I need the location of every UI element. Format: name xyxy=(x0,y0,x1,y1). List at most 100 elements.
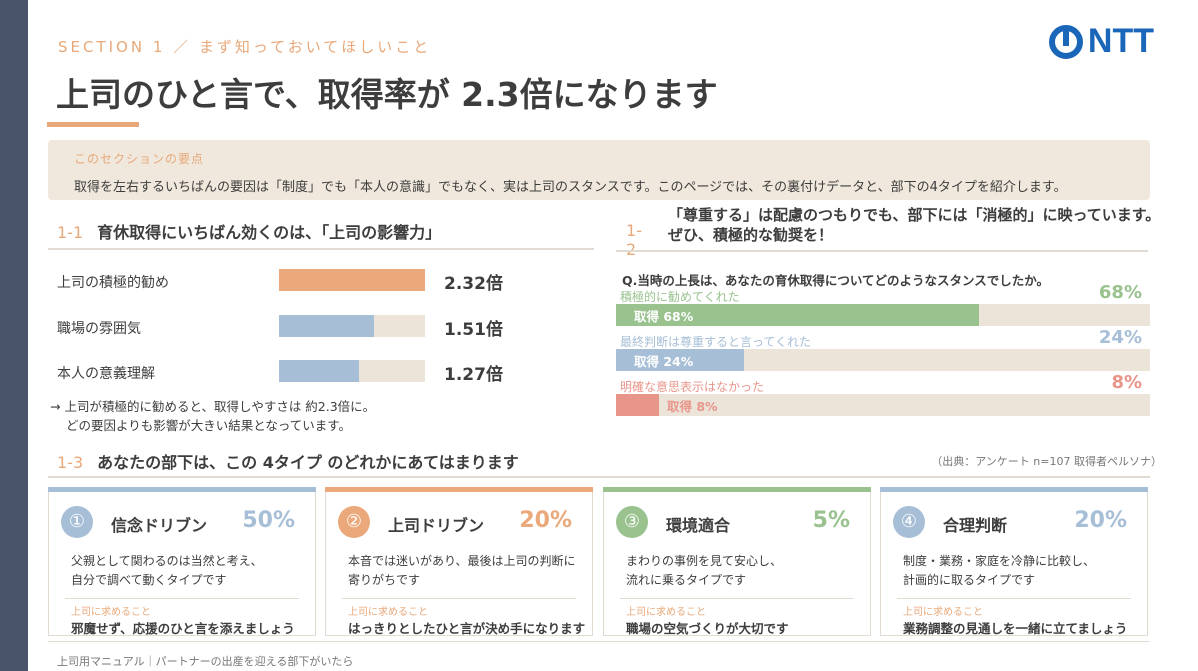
stance-label: 積極的に勧めてくれた xyxy=(620,290,740,304)
stance-bar-label: 取得 8% xyxy=(667,399,718,414)
ntt-logo-text: NTT xyxy=(1087,22,1154,60)
card-percent: 20% xyxy=(1074,508,1127,533)
section-1-2-divider xyxy=(616,250,1148,252)
persona-card: ① 信念ドリブン 50% 父親として関わるのは当然と考え、 自分で調べて動くタイ… xyxy=(48,487,316,636)
factor-bar-row: 職場の雰囲気 1.51倍 xyxy=(57,315,597,340)
card-title: 上司ドリブン xyxy=(388,516,485,535)
card-accent-bar xyxy=(48,487,316,492)
card-description: まわりの事例を見て安心し、 流れに乗るタイプです xyxy=(626,552,782,590)
card-description-line: まわりの事例を見て安心し、 xyxy=(626,554,783,568)
card-title: 信念ドリブン xyxy=(111,516,208,535)
source-note: （出典：アンケート n=107 取得者ペルソナ） xyxy=(931,455,1162,468)
page-title: 上司のひと言で、取得率が 2.3倍になります xyxy=(56,75,718,114)
factor-value: 2.32倍 xyxy=(444,274,503,294)
card-accent-bar xyxy=(325,487,593,492)
card-request-label: 上司に求めること xyxy=(626,607,706,618)
card-description-line: 寄りがちです xyxy=(348,573,421,587)
card-description-line: 制度・業務・家庭を冷静に比較し、 xyxy=(903,554,1096,568)
ntt-logo: NTT xyxy=(1048,22,1154,61)
card-number-badge: ③ xyxy=(616,506,648,538)
card-request-message: 業務調整の見通しを一緒に立てましょう xyxy=(903,621,1128,636)
factor-value: 1.51倍 xyxy=(444,320,503,340)
card-percent: 50% xyxy=(242,508,295,533)
card-description: 本音では迷いがあり、最後は上司の判断に 寄りがちです xyxy=(348,552,576,590)
factor-bar-row: 上司の積極的勧め 2.32倍 xyxy=(57,269,597,294)
section-eyebrow: SECTION 1 ／ まず知っておいてほしいこと xyxy=(58,38,432,56)
card-percent: 20% xyxy=(519,508,572,533)
stance-bar-label: 取得 68% xyxy=(634,309,694,324)
factor-bar-track xyxy=(279,315,425,337)
factor-bar-fill xyxy=(279,269,425,291)
card-request-message: 職場の空気づくりが大切です xyxy=(626,621,789,636)
factor-bar-row: 本人の意義理解 1.27倍 xyxy=(57,360,597,385)
factor-bar-fill xyxy=(279,315,374,337)
card-accent-bar xyxy=(603,487,871,492)
section-1-3-heading: 1-3 あなたの部下は、この 4タイプ のどれかにあてはまります xyxy=(57,449,519,473)
factor-label: 職場の雰囲気 xyxy=(57,321,141,337)
stance-bar-track: 取得 8% xyxy=(616,394,1150,416)
card-title: 合理判断 xyxy=(943,516,1008,535)
stance-bar-track: 取得 68% xyxy=(616,304,1150,326)
factor-bar-track xyxy=(279,360,425,382)
stance-bar-track: 取得 24% xyxy=(616,349,1150,371)
factor-bar-fill xyxy=(279,360,359,382)
section-1-3-number: 1-3 xyxy=(57,453,84,472)
stance-label: 最終判断は尊重すると言ってくれた xyxy=(620,335,812,349)
note-line: → 上司が積極的に勧めると、取得しやすさは 約2.3倍に。 xyxy=(50,399,376,414)
card-description-line: 流れに乗るタイプです xyxy=(626,573,747,587)
summary-text: 取得を左右するいちばんの要因は「制度」でも「本人の意識」でもなく、実は上司のスタ… xyxy=(74,180,1067,195)
persona-card: ④ 合理判断 20% 制度・業務・家庭を冷静に比較し、 計画的に取るタイプです … xyxy=(880,487,1148,636)
section-1-2-number: 1-2 xyxy=(626,221,642,259)
factor-label: 上司の積極的勧め xyxy=(57,275,169,291)
stance-percent: 24% xyxy=(1098,327,1142,348)
persona-card: ② 上司ドリブン 20% 本音では迷いがあり、最後は上司の判断に 寄りがちです … xyxy=(325,487,593,636)
factor-label: 本人の意義理解 xyxy=(57,366,155,382)
factor-value: 1.27倍 xyxy=(444,365,503,385)
card-description-line: 本音では迷いがあり、最後は上司の判断に xyxy=(348,554,576,568)
factor-bar-track xyxy=(279,269,425,291)
card-request-message: 邪魔せず、応援のひと言を添えましょう xyxy=(71,621,295,636)
card-divider xyxy=(620,598,854,599)
card-request-label: 上司に求めること xyxy=(903,607,983,618)
card-title: 環境適合 xyxy=(666,516,731,535)
stance-bar-fill xyxy=(616,394,659,416)
card-percent: 5% xyxy=(812,508,850,533)
card-accent-bar xyxy=(880,487,1148,492)
card-description-line: 父親として関わるのは当然と考え、 xyxy=(71,554,263,568)
summary-box: このセクションの要点 取得を左右するいちばんの要因は「制度」でも「本人の意識」で… xyxy=(48,140,1150,200)
card-number-badge: ④ xyxy=(893,506,925,538)
card-request-message: はっきりとしたひと言が決め手になります xyxy=(348,621,586,636)
persona-card: ③ 環境適合 5% まわりの事例を見て安心し、 流れに乗るタイプです 上司に求め… xyxy=(603,487,871,636)
stance-percent: 8% xyxy=(1111,372,1142,393)
section-1-1-note: → 上司が積極的に勧めると、取得しやすさは 約2.3倍に。 どの要因よりも影響が… xyxy=(50,397,375,435)
stance-percent: 68% xyxy=(1098,282,1142,303)
section-1-1-title: 育休取得にいちばん効くのは、「上司の影響力」 xyxy=(97,223,442,242)
card-request-label: 上司に求めること xyxy=(71,607,151,618)
stance-bar-label: 取得 24% xyxy=(634,354,694,369)
card-number-badge: ① xyxy=(61,506,93,538)
section-1-3-title: あなたの部下は、この 4タイプ のどれかにあてはまります xyxy=(97,453,519,472)
card-request-label: 上司に求めること xyxy=(348,607,428,618)
footer-text: 上司用マニュアル｜パートナーの出産を迎える部下がいたら xyxy=(57,655,354,668)
section-1-1-heading: 1-1 育休取得にいちばん効くのは、「上司の影響力」 xyxy=(57,219,441,243)
section-1-2-title-line: ぜひ、積極的な勧奨を！ xyxy=(668,226,834,244)
card-description: 制度・業務・家庭を冷静に比較し、 計画的に取るタイプです xyxy=(903,552,1095,590)
footer-divider xyxy=(48,641,1150,642)
stance-bar-fill xyxy=(616,349,744,371)
left-accent-bar xyxy=(0,0,28,671)
section-1-1-divider xyxy=(48,248,594,250)
survey-question: Q.当時の上長は、あなたの育休取得についてどのようなスタンスでしたか。 xyxy=(622,273,1050,288)
card-description-line: 計画的に取るタイプです xyxy=(903,573,1036,587)
card-description-line: 自分で調べて動くタイプです xyxy=(71,573,227,587)
summary-label: このセクションの要点 xyxy=(74,152,205,166)
title-underline xyxy=(47,122,139,127)
ntt-logo-icon xyxy=(1048,24,1083,59)
stance-label: 明確な意思表示はなかった xyxy=(620,380,765,394)
card-description: 父親として関わるのは当然と考え、 自分で調べて動くタイプです xyxy=(71,552,263,590)
card-divider xyxy=(897,598,1131,599)
section-1-2-title-line: 「尊重する」は配慮のつもりでも、部下には「消極的」に映っています。 xyxy=(668,206,1161,224)
section-1-1-number: 1-1 xyxy=(57,223,84,242)
card-number-badge: ② xyxy=(338,506,370,538)
stance-row: 最終判断は尊重すると言ってくれた 24% 取得 24% xyxy=(616,327,1150,379)
stance-row: 明確な意思表示はなかった 8% 取得 8% xyxy=(616,372,1150,424)
